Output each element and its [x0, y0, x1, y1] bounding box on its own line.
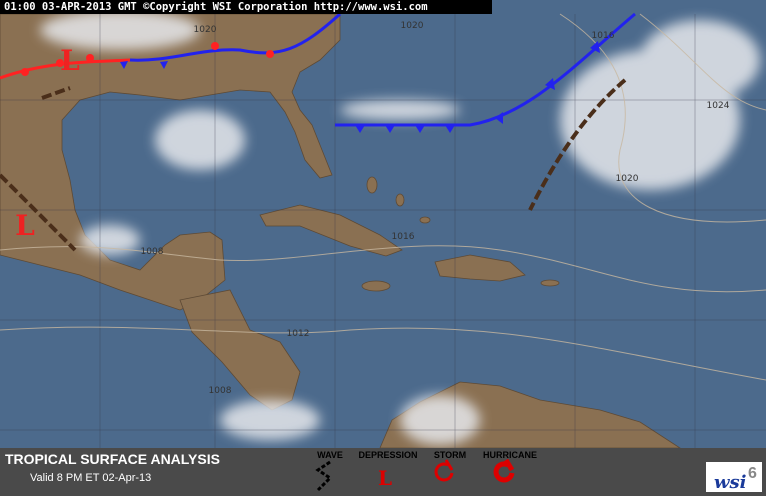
isobar-label: 1016 — [592, 31, 615, 41]
isobar-label: 1012 — [287, 329, 310, 339]
logo-box — [706, 462, 762, 492]
header-bar — [0, 0, 492, 14]
legend-label: DEPRESSION — [358, 450, 417, 460]
isobar-label: 1016 — [392, 232, 415, 242]
footer-valid: Valid 8 PM ET 02-Apr-13 — [30, 472, 151, 484]
isobar-labels: 1020 1020 1016 1024 1020 1016 1008 1012 1008 — [141, 21, 730, 396]
isobar-label: 1008 — [141, 247, 164, 257]
legend-label: WAVE — [317, 450, 343, 460]
isobar-label: 1020 — [194, 25, 217, 35]
tropical-waves — [0, 78, 627, 252]
low-marker: L — [60, 44, 80, 77]
legend-label: HURRICANE — [483, 450, 537, 460]
low-marker: L — [15, 209, 35, 242]
isobar-label: 1020 — [616, 174, 639, 184]
legend-depression: L — [378, 466, 392, 490]
grid — [0, 14, 766, 448]
logo-number: 6 — [748, 465, 757, 482]
logo: wsi — [714, 472, 747, 493]
footer-title: TROPICAL SURFACE ANALYSIS — [5, 451, 220, 467]
legend-hurricane — [493, 458, 515, 483]
legend-storm — [434, 459, 454, 482]
isobar-label: 1020 — [401, 21, 424, 31]
isobar-label: 1008 — [209, 386, 232, 396]
legend: WAVE DEPRESSION STORM HURRICANE — [317, 450, 537, 460]
header-text: 01:00 03-APR-2013 GMT ©Copyright WSI Cor… — [4, 1, 428, 13]
isobar-label: 1024 — [707, 101, 730, 111]
legend-wave — [315, 460, 333, 492]
footer-bar — [0, 448, 766, 496]
fronts — [0, 12, 636, 133]
legend-label: STORM — [434, 450, 466, 460]
